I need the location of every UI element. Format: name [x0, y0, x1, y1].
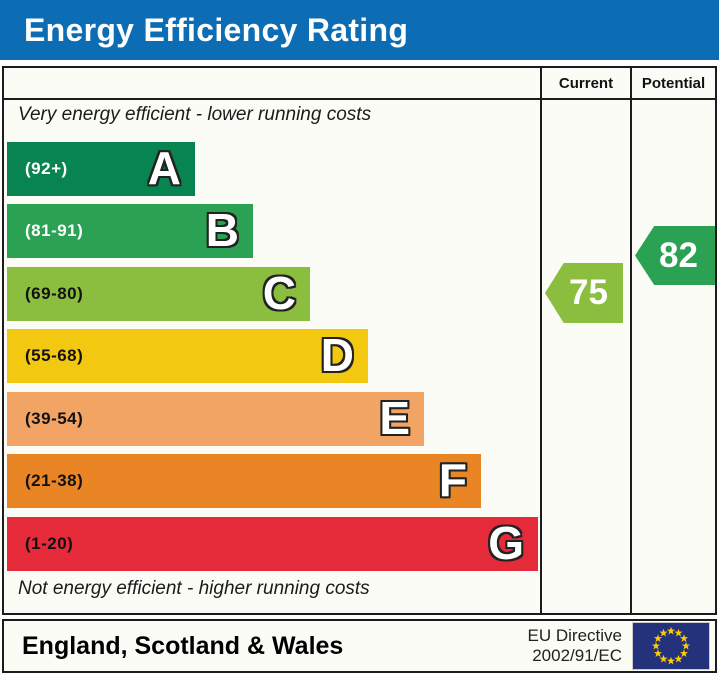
- band-a-letter: A: [147, 142, 181, 194]
- region-label: England, Scotland & Wales: [22, 631, 344, 660]
- potential-rating-arrow: 82: [635, 226, 715, 285]
- band-f-range: (21-38): [25, 471, 84, 490]
- band-g: (1-20) G: [7, 517, 538, 571]
- band-g-range: (1-20): [25, 534, 74, 553]
- band-c-letter: C: [262, 267, 296, 319]
- band-e: (39-54) E: [7, 392, 424, 446]
- footer-bar: England, Scotland & Wales EU Directive 2…: [2, 619, 717, 673]
- band-e-letter: E: [379, 392, 410, 444]
- rating-table: Current Potential Very energy efficient …: [2, 66, 717, 615]
- band-b-letter: B: [205, 204, 239, 256]
- bottom-caption: Not energy efficient - higher running co…: [18, 578, 370, 599]
- current-rating-arrow: 75: [545, 263, 623, 323]
- band-f: (21-38) F: [7, 454, 481, 508]
- title-bar: Energy Efficiency Rating: [0, 0, 719, 60]
- current-rating-value: 75: [569, 273, 608, 312]
- band-f-letter: F: [438, 454, 467, 506]
- eu-directive-line2: 2002/91/EC: [532, 646, 622, 665]
- current-column-divider: [540, 68, 542, 613]
- page-title: Energy Efficiency Rating: [24, 11, 409, 48]
- potential-rating-value: 82: [659, 235, 698, 275]
- band-b-range: (81-91): [25, 221, 84, 240]
- band-a-range: (92+): [25, 159, 68, 178]
- band-b: (81-91) B: [7, 204, 253, 258]
- eu-flag-icon: [632, 622, 710, 670]
- eu-directive-line1: EU Directive: [527, 625, 622, 645]
- header-row-divider: [4, 98, 715, 100]
- band-c: (69-80) C: [7, 267, 310, 321]
- band-d-range: (55-68): [25, 346, 84, 365]
- band-g-letter: G: [488, 517, 524, 569]
- current-column-header: Current: [558, 74, 614, 92]
- eu-directive-label: EU Directive 2002/91/EC: [528, 626, 622, 667]
- potential-column-divider: [630, 68, 632, 613]
- band-d: (55-68) D: [7, 329, 368, 383]
- band-c-range: (69-80): [25, 284, 84, 303]
- band-e-range: (39-54): [25, 409, 84, 428]
- potential-column-header: Potential: [641, 74, 706, 92]
- band-d-letter: D: [320, 329, 354, 381]
- band-a: (92+) A: [7, 142, 195, 196]
- top-caption: Very energy efficient - lower running co…: [18, 104, 372, 125]
